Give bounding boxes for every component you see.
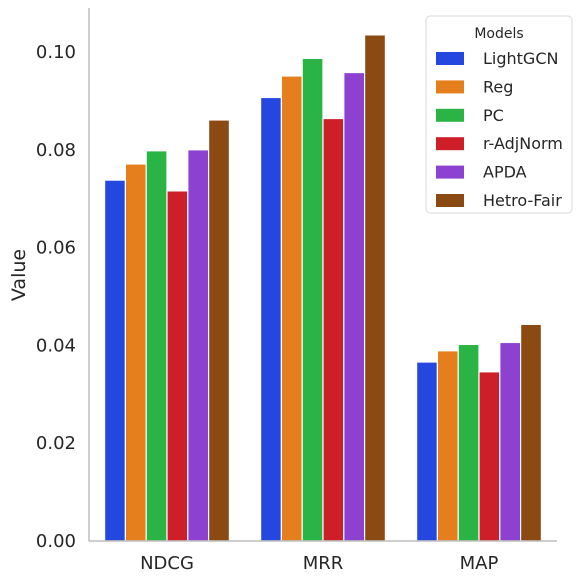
bar-ndcg-reg — [124, 163, 147, 542]
y-tick-label: 0.08 — [36, 140, 76, 161]
legend-label-pc: PC — [483, 106, 504, 125]
y-tick-label: 0.06 — [36, 238, 76, 259]
bar-ndcg-lightgcn — [103, 179, 126, 542]
y-tick-labels: 0.00 0.02 0.04 0.06 0.08 0.10 — [36, 42, 76, 552]
y-tick-label: 0.02 — [36, 433, 76, 454]
legend-label-lightgcn: LightGCN — [483, 49, 558, 68]
bar-map-reg — [436, 350, 459, 542]
y-tick-label: 0.10 — [36, 42, 76, 63]
bar-map-hetro-fair — [519, 323, 542, 542]
legend-label-hetro-fair: Hetro-Fair — [483, 191, 562, 210]
legend-label-apda: APDA — [483, 163, 527, 182]
bar-mrr-reg — [280, 75, 303, 542]
bars-layer — [103, 34, 542, 542]
bar-ndcg-hetro-fair — [208, 119, 231, 542]
legend-swatch-reg — [436, 80, 464, 94]
bar-map-lightgcn — [416, 361, 439, 542]
legend-items: LightGCN Reg PC r-AdjNorm APDA Hetro-Fair — [436, 49, 563, 210]
legend-swatch-lightgcn — [436, 52, 464, 65]
y-tick-label: 0.00 — [36, 531, 76, 552]
x-tick-label-mrr: MRR — [303, 553, 344, 574]
bar-mrr-pc — [301, 57, 324, 542]
bar-ndcg-pc — [145, 150, 168, 542]
y-tick-label: 0.04 — [36, 335, 76, 356]
y-axis-label: Value — [8, 249, 30, 301]
x-tick-labels: NDCG MRR MAP — [140, 553, 498, 574]
legend: Models LightGCN Reg PC r-AdjNorm APDA Hetro-F… — [425, 15, 573, 214]
bar-mrr-apda — [343, 71, 366, 542]
legend-swatch-apda — [436, 165, 464, 179]
bar-mrr-lightgcn — [260, 96, 283, 542]
bar-ndcg-apda — [187, 149, 210, 542]
bar-map-r-adjnorm — [478, 371, 501, 542]
legend-title: Models — [474, 26, 523, 42]
legend-swatch-pc — [436, 108, 464, 122]
legend-swatch-r-adjnorm — [436, 137, 464, 151]
legend-label-r-adjnorm: r-AdjNorm — [483, 134, 563, 153]
bar-mrr-r-adjnorm — [322, 117, 345, 542]
bar-map-pc — [457, 343, 480, 542]
x-tick-label-ndcg: NDCG — [140, 553, 194, 574]
legend-frame — [425, 15, 573, 214]
bar-map-apda — [499, 341, 522, 542]
bar-mrr-hetro-fair — [364, 34, 387, 542]
legend-swatch-hetro-fair — [436, 194, 464, 207]
x-tick-label-map: MAP — [460, 553, 499, 574]
legend-label-reg: Reg — [483, 77, 513, 96]
bar-ndcg-r-adjnorm — [166, 190, 189, 542]
